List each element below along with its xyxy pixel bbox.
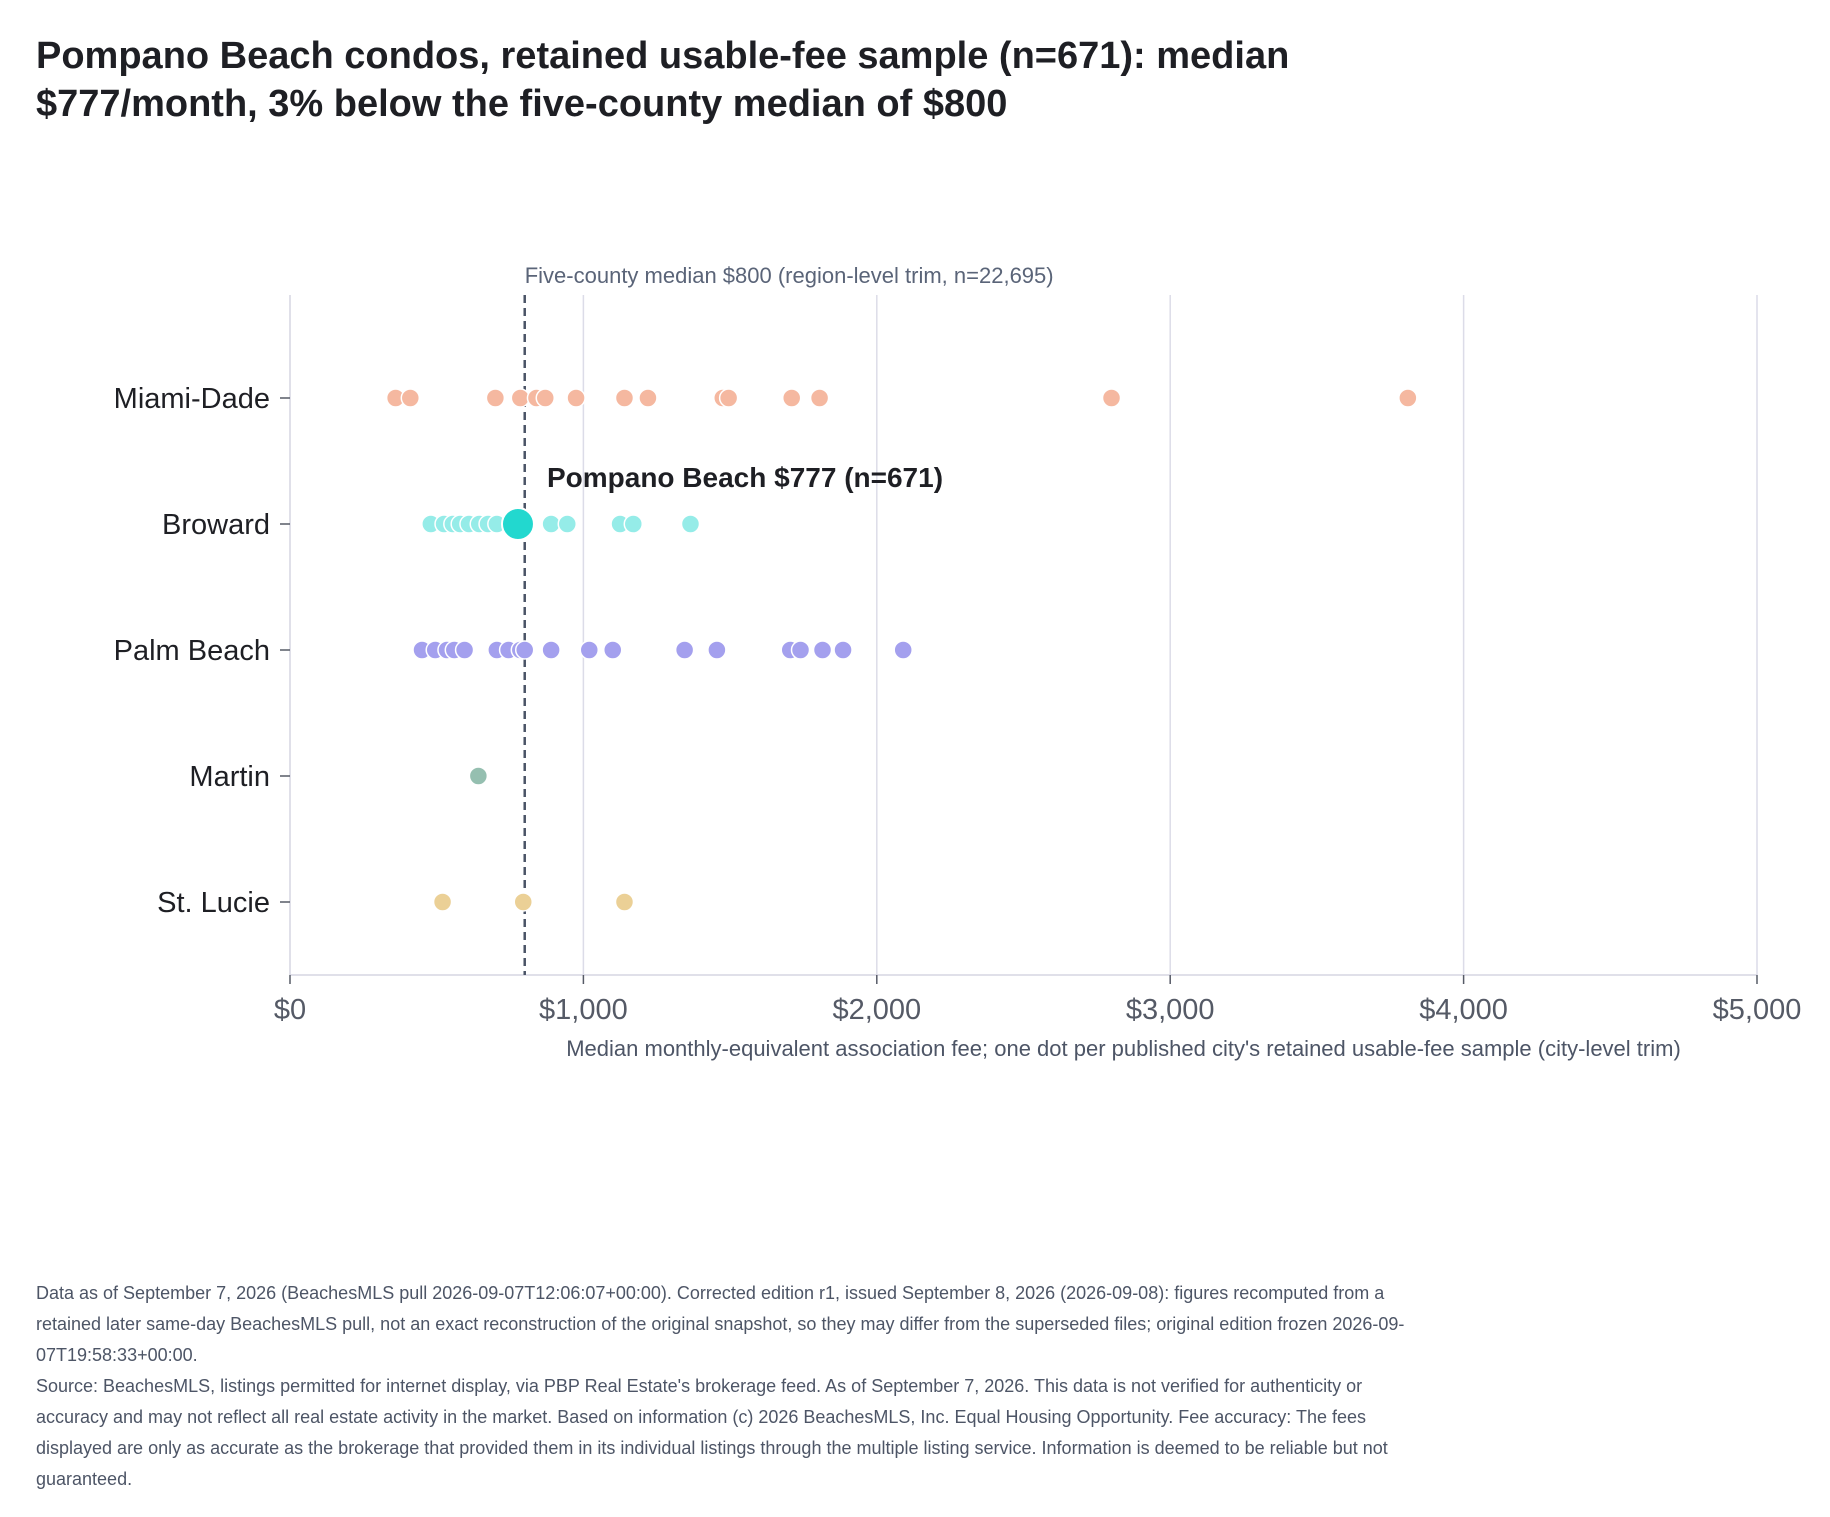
y-tick-label: Martin: [189, 761, 270, 793]
data-point: [541, 514, 561, 534]
footer-notes: Data as of September 7, 2026 (BeachesMLS…: [36, 1278, 1416, 1495]
axes: [289, 295, 1757, 976]
footer-source: Source: BeachesMLS, listings permitted f…: [36, 1376, 1388, 1489]
data-point: [638, 388, 658, 408]
data-point: [535, 388, 556, 408]
data-point: [514, 640, 535, 660]
chart-title-line-1: Pompano Beach condos, retained usable-fe…: [36, 35, 1290, 77]
data-point: [812, 640, 833, 660]
data-point: [833, 640, 853, 660]
data-point: [707, 640, 727, 660]
data-point: [557, 514, 578, 534]
y-tick-label: Palm Beach: [114, 635, 270, 667]
data-point: [468, 766, 489, 786]
data-point: [718, 388, 739, 408]
y-tick-label: Broward: [162, 509, 270, 541]
data-points: [385, 388, 1418, 912]
chart-title-line-2: $777/month, 3% below the five-county med…: [36, 83, 1008, 125]
data-point: [781, 388, 802, 408]
data-point: [579, 640, 600, 660]
data-point: [602, 640, 623, 660]
data-point: [680, 514, 701, 534]
data-point: [674, 640, 695, 660]
data-point: [454, 640, 475, 660]
y-tick-label: St. Lucie: [157, 887, 270, 919]
data-point: [893, 640, 913, 660]
x-tick-label: $1,000: [539, 994, 628, 1026]
x-axis-label: Median monthly-equivalent association fe…: [566, 1036, 1681, 1061]
data-point: [614, 388, 635, 408]
data-point: [541, 640, 561, 660]
reference-median: Five-county median $800 (region-level tr…: [523, 263, 1054, 975]
x-tick-label: $2,000: [832, 994, 921, 1026]
reference-median-label: Five-county median $800 (region-level tr…: [525, 263, 1054, 288]
data-point: [614, 892, 635, 912]
x-tick-label: $5,000: [1713, 994, 1802, 1026]
data-point: [485, 388, 506, 408]
highlight-label: Pompano Beach $777 (n=671): [547, 462, 943, 493]
x-tick-label: $3,000: [1126, 994, 1215, 1026]
highlight-point-group: Pompano Beach $777 (n=671): [500, 462, 943, 541]
data-point: [432, 892, 453, 912]
data-point: [510, 388, 531, 408]
data-point: [513, 892, 534, 912]
data-point: [1101, 388, 1122, 408]
y-axis-ticks: Miami-Dade Broward Palm Beach Martin St. Luc…: [114, 383, 290, 919]
data-point: [1398, 388, 1418, 408]
data-point: [623, 514, 644, 534]
data-point: [566, 388, 586, 408]
data-point: [790, 640, 811, 660]
data-point: [809, 388, 830, 408]
chart-title: Pompano Beach condos, retained usable-fe…: [36, 32, 1536, 128]
x-tick-label: $4,000: [1419, 994, 1508, 1026]
x-axis-ticks: $0 $1,000 $2,000 $3,000 $4,000 $5,000: [274, 975, 1801, 1026]
data-point: [400, 388, 421, 408]
highlight-point: [500, 507, 535, 541]
y-tick-label: Miami-Dade: [114, 383, 270, 415]
footer-data-note: Data as of September 7, 2026 (BeachesMLS…: [36, 1283, 1405, 1365]
dot-plot-chart: Miami-Dade Broward Palm Beach Martin St. Luc…: [114, 263, 1802, 1061]
x-tick-label: $0: [274, 994, 306, 1026]
grid-lines: [582, 295, 1758, 975]
